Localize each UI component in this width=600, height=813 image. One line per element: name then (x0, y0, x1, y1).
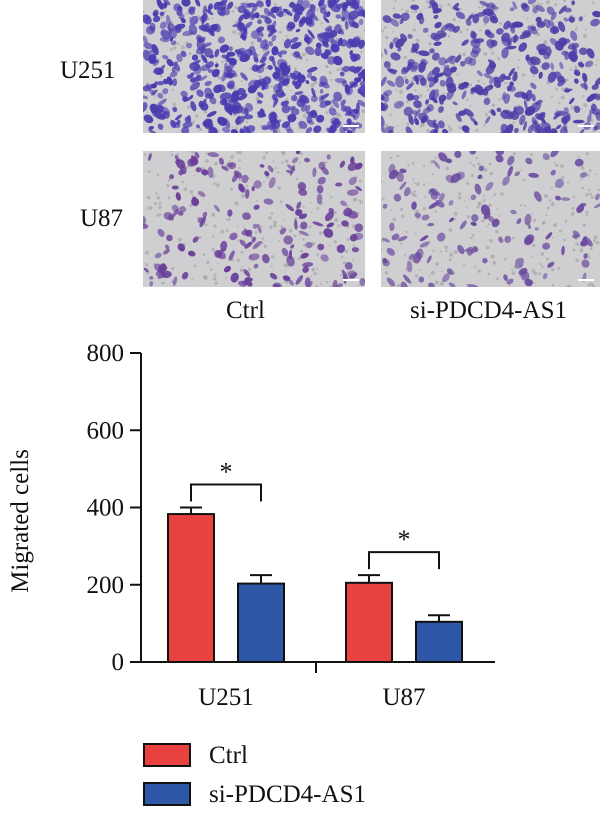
x-tick-label: U87 (382, 684, 425, 711)
micrograph-u87-ctrl (143, 151, 365, 287)
x-tick-label: U251 (198, 684, 254, 711)
row-label-u251: U251 (60, 57, 116, 84)
legend-item-ctrl: Ctrl (143, 740, 248, 770)
y-tick-label: 800 (87, 340, 125, 367)
significance-label: * (220, 458, 233, 487)
legend-item-si: si-PDCD4-AS1 (143, 779, 366, 809)
legend-swatch-ctrl (143, 743, 191, 767)
significance-bracket (190, 483, 262, 502)
row-label-u87: U87 (80, 205, 124, 232)
micrograph-u87-si (381, 151, 600, 287)
chart-axes: 0 200 400 600 800 U251 U87 (87, 340, 495, 711)
y-tick-label: 600 (87, 417, 125, 444)
significance-bracket (368, 551, 440, 570)
significance-label: * (398, 525, 411, 554)
column-label-ctrl: Ctrl (226, 297, 265, 324)
chart-bars: ** (167, 458, 463, 664)
bar (167, 513, 215, 663)
bar (415, 620, 463, 663)
bar (237, 582, 285, 663)
y-tick-label: 200 (87, 572, 125, 599)
micrograph-u251-ctrl (143, 0, 365, 133)
y-tick-label: 0 (112, 649, 125, 676)
legend-label-si: si-PDCD4-AS1 (209, 780, 366, 808)
column-label-si: si-PDCD4-AS1 (410, 297, 567, 324)
legend-label-ctrl: Ctrl (209, 741, 248, 769)
micrograph-u251-si (381, 0, 600, 133)
legend-swatch-si (143, 782, 191, 806)
bar (345, 581, 393, 664)
y-tick-label: 400 (87, 495, 125, 522)
y-axis-label: Migrated cells (7, 449, 34, 593)
